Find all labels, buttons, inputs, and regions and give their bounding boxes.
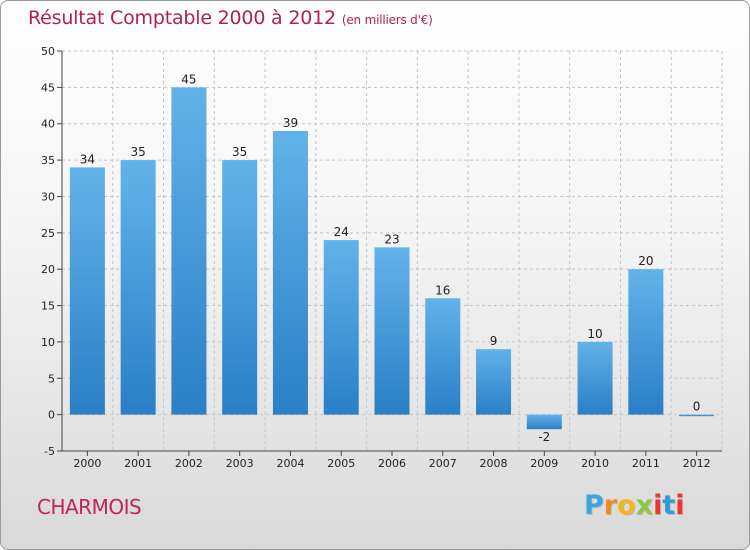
data-label-2005: 24 [334, 225, 349, 239]
bar-2001 [120, 160, 156, 415]
data-label-2007: 16 [435, 283, 450, 297]
data-label-2001: 35 [131, 145, 146, 159]
y-tick-label: 5 [48, 372, 55, 385]
y-tick-label: -5 [44, 445, 55, 458]
y-tick-label: 45 [41, 81, 55, 94]
chart-title: Résultat Comptable 2000 à 2012 (en millie… [28, 7, 433, 29]
logo-letter: i [653, 490, 663, 521]
x-tick-label: 2001 [124, 457, 152, 470]
bar-2004 [272, 131, 308, 415]
axes: -5 0 5 10 15 20 25 30 35 40 45 50 2000 2001 2002 2003 20… [41, 45, 722, 470]
bar-2003 [222, 160, 258, 415]
data-label-2010: 10 [587, 327, 602, 341]
bar-2010 [577, 341, 613, 415]
logo-letter: x [635, 490, 654, 521]
y-tick-label: 25 [41, 227, 55, 240]
x-tick-label: 2003 [226, 457, 254, 470]
bar-2009 [526, 414, 562, 430]
y-tick-label: 50 [41, 45, 55, 58]
bar-2012 [679, 414, 715, 417]
data-label-2002: 45 [181, 72, 196, 86]
data-label-2011: 20 [638, 254, 653, 268]
y-tick-label: 40 [41, 118, 55, 131]
x-tick-label: 2004 [276, 457, 304, 470]
bar-2011 [628, 269, 664, 415]
logo-letter: o [617, 490, 636, 521]
y-tick-label: 15 [41, 300, 55, 313]
bar-2008 [476, 349, 512, 415]
y-tick-label: 10 [41, 336, 55, 349]
data-labels: 34 35 45 35 39 24 23 16 9 -2 10 20 0 [80, 72, 701, 444]
y-tick-label: 35 [41, 154, 55, 167]
x-tick-label: 2012 [683, 457, 711, 470]
logo-letter: i [675, 490, 685, 521]
data-label-2008: 9 [490, 334, 498, 348]
data-label-2012: 0 [693, 400, 701, 414]
x-tick-label: 2005 [327, 457, 355, 470]
data-label-2000: 34 [80, 152, 95, 166]
bars [69, 87, 715, 430]
bar-2000 [69, 167, 105, 415]
y-tick-label: 0 [48, 409, 55, 422]
bar-2005 [323, 240, 359, 415]
data-label-2006: 23 [384, 232, 399, 246]
y-tick-label: 30 [41, 190, 55, 203]
bar-2007 [425, 298, 461, 415]
y-tick-label: 20 [41, 263, 55, 276]
proxiti-logo[interactable]: Proxiti [584, 490, 685, 521]
x-tick-label: 2007 [429, 457, 457, 470]
logo-letter: P [584, 490, 604, 521]
data-label-2004: 39 [283, 116, 298, 130]
bar-2002 [171, 87, 207, 415]
x-tick-label: 2011 [632, 457, 660, 470]
x-tick-label: 2008 [480, 457, 508, 470]
title-text: Résultat Comptable 2000 à 2012 [28, 7, 336, 29]
title-unit: (en milliers d'€) [341, 13, 433, 27]
x-tick-label: 2006 [378, 457, 406, 470]
data-label-2003: 35 [232, 145, 247, 159]
x-tick-label: 2002 [175, 457, 203, 470]
bar-2006 [374, 247, 410, 415]
x-tick-label: 2009 [530, 457, 558, 470]
data-label-2009: -2 [538, 430, 550, 444]
logo-letter: r [603, 490, 618, 521]
x-tick-label: 2010 [581, 457, 609, 470]
logo-letter: t [662, 490, 676, 521]
x-tick-label: 2000 [73, 457, 101, 470]
place-name: CHARMOIS [37, 495, 142, 519]
